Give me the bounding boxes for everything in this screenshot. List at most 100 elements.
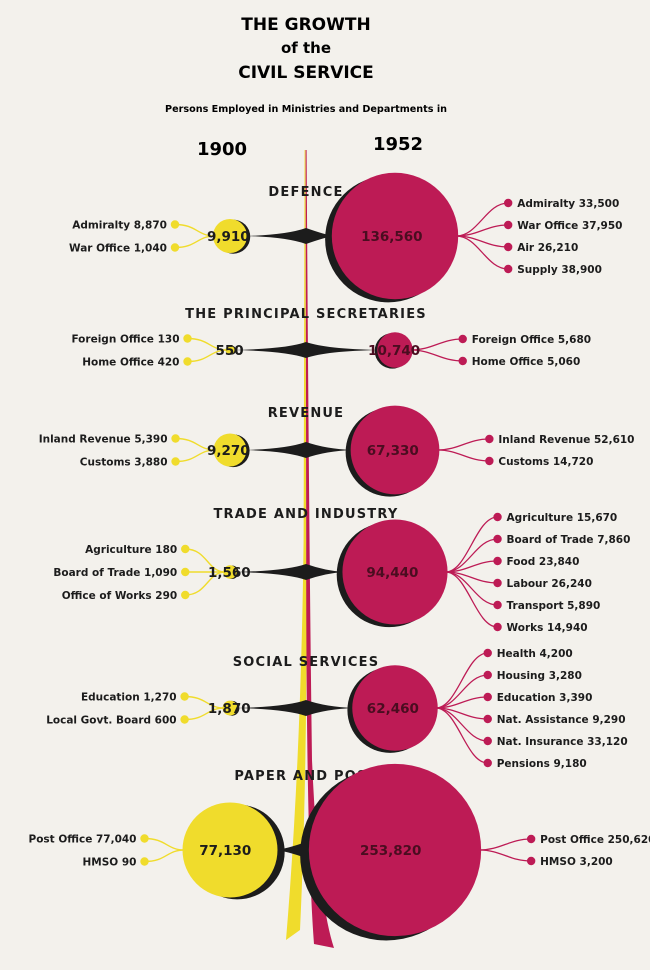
total-1952-trade-and-industry: 94,440 bbox=[366, 565, 418, 581]
dot-1952-the-principal-secretaries-home-office bbox=[458, 356, 467, 366]
dot-1900-social-services-education bbox=[180, 692, 189, 701]
circle-1952-paper-and-post bbox=[308, 763, 482, 937]
label-1952-defence-supply: Supply 38,900 bbox=[517, 264, 602, 276]
label-1900-defence-war-office: War Office 1,040 bbox=[69, 243, 167, 255]
total-1952-paper-and-post: 253,820 bbox=[360, 843, 422, 859]
group-defence: DEFENCE Admiralty 8,870 War Office 1,040 Ad… bbox=[69, 172, 622, 303]
label-1900-paper-and-post-post-office: Post Office 77,040 bbox=[29, 834, 137, 846]
dot-1952-trade-and-industry-works bbox=[493, 622, 502, 632]
total-1900-defence: 9,910 bbox=[207, 229, 250, 245]
label-1900-social-services-local-govt-board: Local Govt. Board 600 bbox=[46, 715, 176, 727]
chart-title-line-1: THE GROWTH bbox=[241, 15, 370, 35]
link-1952-paper-and-post-post-office bbox=[479, 838, 532, 851]
group-title-the-principal-secretaries: THE PRINCIPAL SECRETARIES bbox=[185, 307, 427, 322]
total-1900-the-principal-secretaries: 550 bbox=[215, 343, 243, 359]
chart-header: THE GROWTH of the CIVIL SERVICE Persons … bbox=[165, 15, 447, 160]
total-1900-revenue: 9,270 bbox=[207, 443, 250, 459]
circle-1952-revenue bbox=[350, 405, 440, 495]
label-1900-the-principal-secretaries-foreign-office: Foreign Office 130 bbox=[71, 334, 179, 346]
label-1952-social-services-pensions: Pensions 9,180 bbox=[497, 758, 587, 770]
dot-1952-defence-admiralty bbox=[503, 198, 513, 208]
dot-1952-the-principal-secretaries-foreign-office bbox=[458, 334, 467, 344]
circle-1900-paper-and-post bbox=[182, 802, 278, 898]
dot-1900-social-services-local-govt-board bbox=[180, 715, 189, 724]
chart-title-line-2: of the bbox=[281, 39, 331, 57]
label-1952-the-principal-secretaries-home-office: Home Office 5,060 bbox=[472, 356, 581, 368]
circle-1900-the-principal-secretaries bbox=[225, 345, 235, 355]
group-revenue: REVENUE Inland Revenue 5,390 Customs 3,880… bbox=[39, 405, 635, 497]
circle-1900-defence bbox=[212, 218, 248, 254]
dot-1952-social-services-nat-assistance bbox=[483, 714, 492, 724]
dot-1900-the-principal-secretaries-home-office bbox=[183, 357, 192, 366]
connector-defence bbox=[245, 228, 334, 244]
label-1900-the-principal-secretaries-home-office: Home Office 420 bbox=[82, 357, 179, 369]
dot-1900-trade-and-industry-board-of-trade bbox=[181, 567, 190, 577]
label-1952-trade-and-industry-labour: Labour 26,240 bbox=[507, 578, 592, 590]
dot-1900-the-principal-secretaries-foreign-office bbox=[183, 334, 192, 343]
dot-1952-revenue-customs bbox=[485, 456, 494, 466]
dot-1952-social-services-pensions bbox=[483, 758, 492, 768]
dot-1952-trade-and-industry-food bbox=[493, 556, 502, 566]
dot-1952-revenue-inland-revenue bbox=[485, 434, 494, 444]
dot-1952-defence-air bbox=[503, 242, 513, 252]
group-title-social-services: SOCIAL SERVICES bbox=[233, 655, 380, 670]
central-spine bbox=[286, 150, 334, 948]
link-1952-paper-and-post-hmso bbox=[479, 849, 532, 862]
label-1900-defence-admiralty: Admiralty 8,870 bbox=[72, 220, 167, 232]
label-1952-social-services-nat-insurance: Nat. Insurance 33,120 bbox=[497, 736, 628, 748]
dot-1952-trade-and-industry-board-of-trade bbox=[493, 534, 502, 544]
label-1952-defence-air: Air 26,210 bbox=[517, 242, 578, 254]
label-1952-trade-and-industry-transport: Transport 5,890 bbox=[507, 600, 601, 612]
circle-1900-trade-and-industry bbox=[223, 565, 237, 579]
circle-1952-social-services bbox=[352, 665, 438, 751]
link-1900-revenue-customs bbox=[175, 449, 216, 463]
label-1900-revenue-customs: Customs 3,880 bbox=[80, 457, 168, 469]
label-1900-trade-and-industry-office-of-works: Office of Works 290 bbox=[62, 590, 177, 602]
total-1900-social-services: 1,870 bbox=[208, 701, 251, 717]
dot-1900-paper-and-post-post-office bbox=[140, 834, 149, 843]
link-1900-the-principal-secretaries-home-office bbox=[187, 349, 228, 363]
label-1952-paper-and-post-hmso: HMSO 3,200 bbox=[540, 856, 613, 868]
total-1952-the-principal-secretaries: 10,740 bbox=[368, 343, 420, 359]
group-title-trade-and-industry: TRADE AND INDUSTRY bbox=[213, 507, 398, 522]
circle-1900-revenue bbox=[213, 433, 247, 467]
link-1952-defence-supply bbox=[456, 235, 509, 270]
link-1900-social-services-local-govt-board bbox=[184, 707, 225, 721]
label-1952-trade-and-industry-agriculture: Agriculture 15,670 bbox=[507, 512, 618, 524]
label-1900-trade-and-industry-agriculture: Agriculture 180 bbox=[85, 544, 177, 556]
connector-social-services bbox=[235, 700, 355, 716]
dot-1952-trade-and-industry-labour bbox=[493, 578, 502, 588]
link-1952-revenue-inland-revenue bbox=[437, 438, 490, 451]
circle-1952-trade-and-industry bbox=[342, 519, 448, 625]
total-1952-defence: 136,560 bbox=[361, 229, 423, 245]
connector-trade-and-industry bbox=[234, 564, 345, 580]
link-1952-social-services-pensions bbox=[435, 707, 488, 764]
dot-1900-revenue-inland-revenue bbox=[171, 434, 180, 443]
label-1952-trade-and-industry-food: Food 23,840 bbox=[507, 556, 580, 568]
dot-1900-defence-war-office bbox=[170, 243, 180, 252]
group-title-revenue: REVENUE bbox=[268, 406, 345, 421]
connector-the-principal-secretaries bbox=[232, 342, 380, 358]
dot-1952-paper-and-post-post-office bbox=[526, 834, 536, 844]
label-1900-revenue-inland-revenue: Inland Revenue 5,390 bbox=[39, 434, 168, 446]
chart-title-line-3: CIVIL SERVICE bbox=[238, 63, 374, 83]
dot-1900-defence-admiralty bbox=[170, 220, 180, 229]
dot-1900-trade-and-industry-office-of-works bbox=[181, 590, 190, 600]
dot-1900-trade-and-industry-agriculture bbox=[181, 544, 190, 554]
dot-1952-social-services-health bbox=[483, 648, 492, 658]
spine-1900-stream bbox=[286, 150, 307, 940]
label-1952-social-services-health: Health 4,200 bbox=[497, 648, 573, 660]
link-1952-social-services-health bbox=[435, 652, 488, 709]
link-1952-revenue-customs bbox=[437, 449, 490, 462]
year-label-1900: 1900 bbox=[197, 139, 247, 160]
group-paper-and-post: PAPER AND POST Post Office 77,040 HMSO 90 P… bbox=[29, 763, 650, 941]
dot-1952-social-services-housing bbox=[483, 670, 492, 680]
dot-1952-social-services-education bbox=[483, 692, 492, 702]
label-1952-defence-admiralty: Admiralty 33,500 bbox=[517, 198, 619, 210]
group-title-paper-and-post: PAPER AND POST bbox=[234, 769, 377, 784]
total-1952-revenue: 67,330 bbox=[367, 443, 419, 459]
connector-revenue bbox=[244, 442, 353, 458]
group-the-principal-secretaries: THE PRINCIPAL SECRETARIES Foreign Office … bbox=[71, 307, 591, 369]
